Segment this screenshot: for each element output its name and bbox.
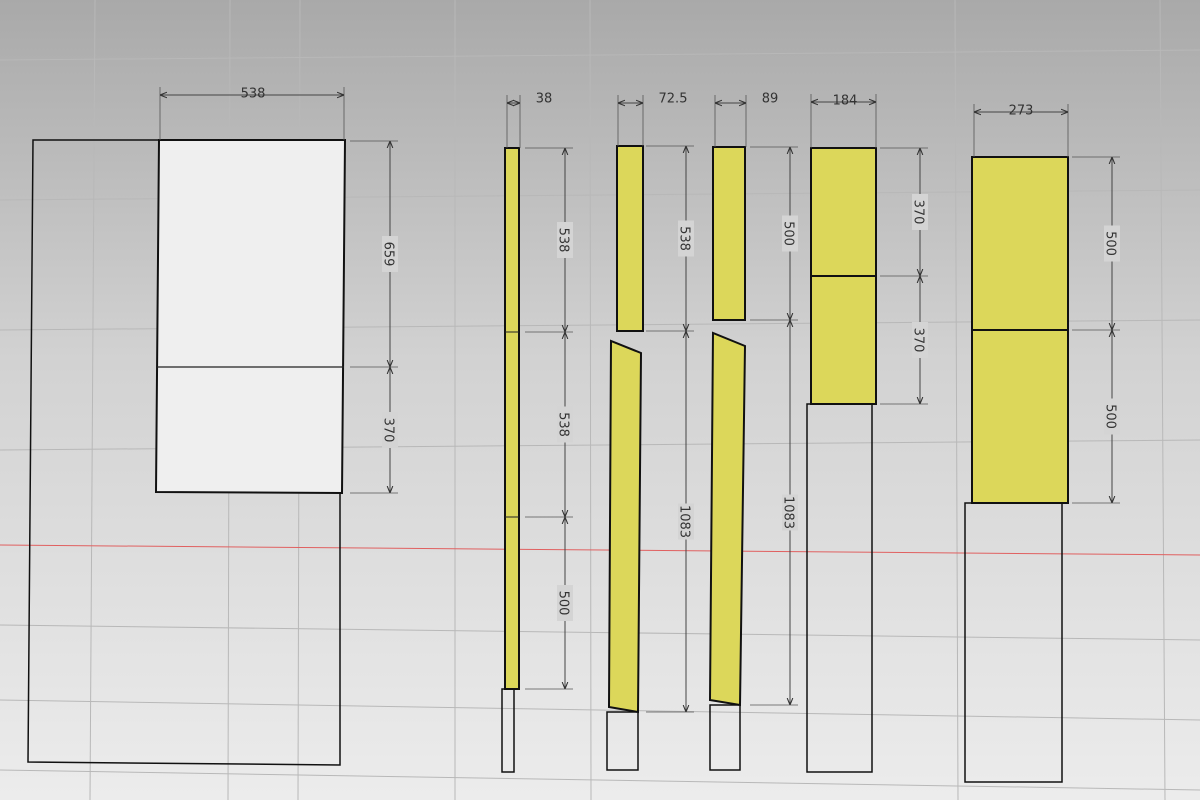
part-2: [501, 147, 520, 773]
height-label: 370: [381, 418, 396, 443]
label-gap: [678, 503, 694, 540]
height-label: 500: [1103, 404, 1118, 429]
height-label: 538: [556, 412, 571, 437]
label-gap: [557, 406, 573, 443]
label-gap: [912, 194, 928, 230]
label-gap: [912, 322, 928, 358]
width-label: 72.5: [659, 92, 688, 107]
width-label: 273: [1009, 104, 1034, 119]
label-gap: [1104, 225, 1120, 262]
height-label: 370: [911, 200, 926, 225]
label-gap: [557, 585, 573, 621]
height-label: 1083: [781, 496, 796, 529]
label-gap: [382, 412, 398, 448]
height-label: 1083: [677, 505, 692, 538]
label-gap: [782, 215, 798, 252]
height-label: 500: [556, 591, 571, 616]
part-3: [606, 145, 644, 771]
height-label: 500: [1103, 231, 1118, 256]
label-gap: [782, 494, 798, 531]
part-4: [708, 146, 747, 771]
width-label: 538: [241, 87, 266, 102]
height-label: 500: [781, 221, 796, 246]
height-label: 370: [911, 328, 926, 353]
part-5: [806, 147, 877, 773]
width-label: 184: [833, 94, 858, 109]
label-gap: [1104, 398, 1120, 435]
label-gap: [557, 222, 573, 258]
label-gap: [678, 220, 694, 257]
width-label: 89: [762, 92, 779, 107]
dimensions: 538 38 72.5 89 184 273 659 370 538 538 500 538 1083 5…: [159, 87, 1120, 713]
label-gap: [382, 236, 398, 272]
height-label: 538: [556, 228, 571, 253]
part-1: [27, 139, 347, 766]
width-label: 38: [536, 92, 553, 107]
height-label: 659: [381, 242, 396, 267]
height-label: 538: [677, 226, 692, 251]
part-6: [964, 156, 1069, 783]
